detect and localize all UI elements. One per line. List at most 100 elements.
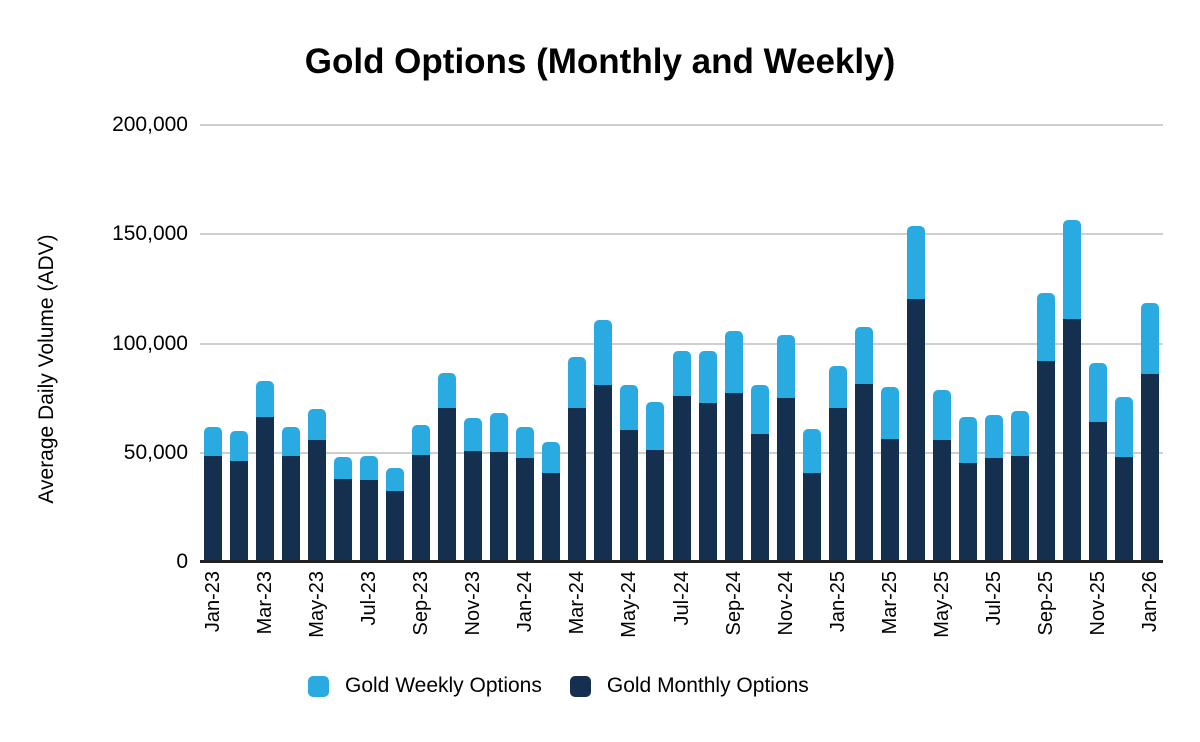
x-tick-label: Jul-23 [358,571,381,626]
y-tick-label: 100,000 [112,331,188,355]
chart-title: Gold Options (Monthly and Weekly) [304,42,896,81]
legend-label: Gold Monthly Options [606,674,809,697]
bar-segment-monthly-Nov-23 [464,450,483,560]
bar-segment-monthly-Aug-25 [1010,456,1029,560]
y-tick-label: 0 [176,550,188,573]
bar-segment-monthly-Dec-24 [802,472,821,560]
bar-segment-monthly-Jan-25 [828,408,847,560]
bar-segment-weekly-Sep-24 [724,330,743,393]
bar-segment-monthly-Jul-24 [672,396,691,560]
y-tick-label: 50,000 [123,440,188,464]
bar-segment-monthly-Jun-25 [958,462,977,560]
bar-segment-monthly-Jun-23 [334,479,353,560]
legend-swatch-icon [308,675,329,697]
bar-segment-monthly-Oct-25 [1062,318,1081,560]
bar-segment-weekly-Jan-23 [204,426,222,457]
legend-swatch-icon [569,675,591,697]
bar-segment-monthly-Mar-24 [568,408,587,560]
y-tick-label: 150,000 [112,222,188,246]
gridline [200,124,1163,126]
bar-segment-weekly-Feb-24 [542,442,561,473]
legend-item: Gold Monthly Options [569,674,809,698]
x-tick-label: Jul-24 [670,571,693,626]
bar-segment-weekly-Jun-25 [958,416,977,463]
bar-segment-monthly-Aug-24 [698,402,717,560]
x-tick-label: May-24 [618,571,641,638]
bar-segment-weekly-Jan-26 [1140,303,1159,375]
legend-label: Gold Weekly Options [345,674,542,697]
bar-segment-weekly-Apr-23 [282,426,301,457]
bar-segment-monthly-Dec-23 [490,451,509,560]
bar-segment-weekly-Apr-25 [906,225,925,299]
bar-segment-weekly-Aug-24 [698,351,717,403]
bar-segment-weekly-Jun-24 [646,401,665,450]
bar-segment-weekly-Feb-25 [854,327,873,385]
bar-segment-monthly-Apr-25 [906,298,925,560]
bar-segment-monthly-Feb-25 [854,384,873,560]
bar-segment-monthly-Dec-25 [1114,457,1133,560]
x-tick-label: Nov-25 [1086,571,1109,636]
bar-segment-monthly-Apr-23 [282,456,301,560]
bar-segment-monthly-Feb-24 [542,472,561,560]
bar-segment-monthly-Oct-24 [750,434,769,560]
gridline [200,233,1163,236]
bar-segment-weekly-Jul-24 [672,351,691,397]
bar-segment-weekly-Jul-23 [360,456,379,481]
legend-item: Gold Weekly Options [308,674,542,698]
bar-segment-weekly-Jan-25 [828,365,847,409]
x-tick-label: May-23 [306,571,329,638]
x-tick-label: Jan-23 [202,571,224,633]
x-tick-label: Nov-24 [774,571,797,636]
bar-segment-weekly-Nov-25 [1088,363,1107,423]
bar-segment-monthly-Oct-23 [438,408,457,560]
legend: Gold Weekly Options Gold Monthly Options [308,674,809,698]
bar-segment-monthly-Jan-24 [516,458,535,560]
bar-segment-monthly-Jan-26 [1140,374,1159,560]
bar-segment-weekly-Sep-23 [412,424,431,456]
bar-segment-weekly-Aug-25 [1010,411,1029,457]
x-tick-label: Sep-25 [1034,571,1057,636]
bar-segment-monthly-Nov-24 [776,398,795,560]
bar-segment-weekly-Oct-25 [1062,220,1081,319]
bar-segment-weekly-Dec-24 [802,428,821,473]
gridline [200,342,1163,345]
bar-segment-weekly-May-24 [620,385,639,430]
bar-segment-weekly-Jul-25 [984,414,1003,459]
bar-segment-weekly-Sep-25 [1036,293,1055,362]
bar-segment-monthly-May-25 [932,439,951,560]
x-tick-label: Sep-24 [722,571,745,636]
x-tick-label: Jul-25 [982,571,1005,626]
bar-segment-monthly-Nov-25 [1088,422,1107,560]
y-tick-label: 200,000 [112,113,188,136]
bar-segment-monthly-Sep-25 [1036,361,1055,560]
bar-segment-weekly-Oct-24 [750,385,769,435]
bar-segment-monthly-May-23 [308,439,327,560]
y-axis-title: Average Daily Volume (ADV) [35,234,58,504]
bar-segment-monthly-Mar-23 [256,416,275,560]
bar-segment-weekly-Oct-23 [438,373,457,409]
bar-segment-weekly-Jun-23 [334,457,353,480]
x-tick-label: Jan-24 [514,571,537,633]
bar-segment-weekly-Dec-23 [490,412,509,452]
bar-segment-weekly-Mar-23 [256,380,275,417]
x-axis-line [200,560,1163,563]
x-tick-label: May-25 [930,571,953,638]
bar-segment-monthly-Apr-24 [594,385,613,560]
bar-segment-weekly-Mar-25 [880,387,899,439]
bar-segment-monthly-Jul-23 [360,480,379,560]
bar-segment-weekly-Apr-24 [594,319,613,386]
bar-segment-monthly-Jan-23 [204,456,222,560]
x-tick-label: Mar-23 [254,571,277,635]
bar-segment-monthly-Jun-24 [646,449,665,560]
bar-segment-monthly-Sep-23 [412,455,431,560]
bar-segment-weekly-Feb-23 [230,431,249,461]
bar-segment-weekly-Nov-23 [464,417,483,451]
x-tick-label: Mar-24 [566,571,589,635]
bar-segment-weekly-Mar-24 [568,356,587,409]
bar-segment-monthly-Sep-24 [724,392,743,560]
bar-segment-monthly-Feb-23 [230,460,249,560]
bar-segment-weekly-Dec-25 [1114,397,1133,458]
x-tick-label: Nov-23 [462,571,485,636]
bar-segment-monthly-Mar-25 [880,438,899,560]
bar-segment-weekly-May-25 [932,389,951,440]
